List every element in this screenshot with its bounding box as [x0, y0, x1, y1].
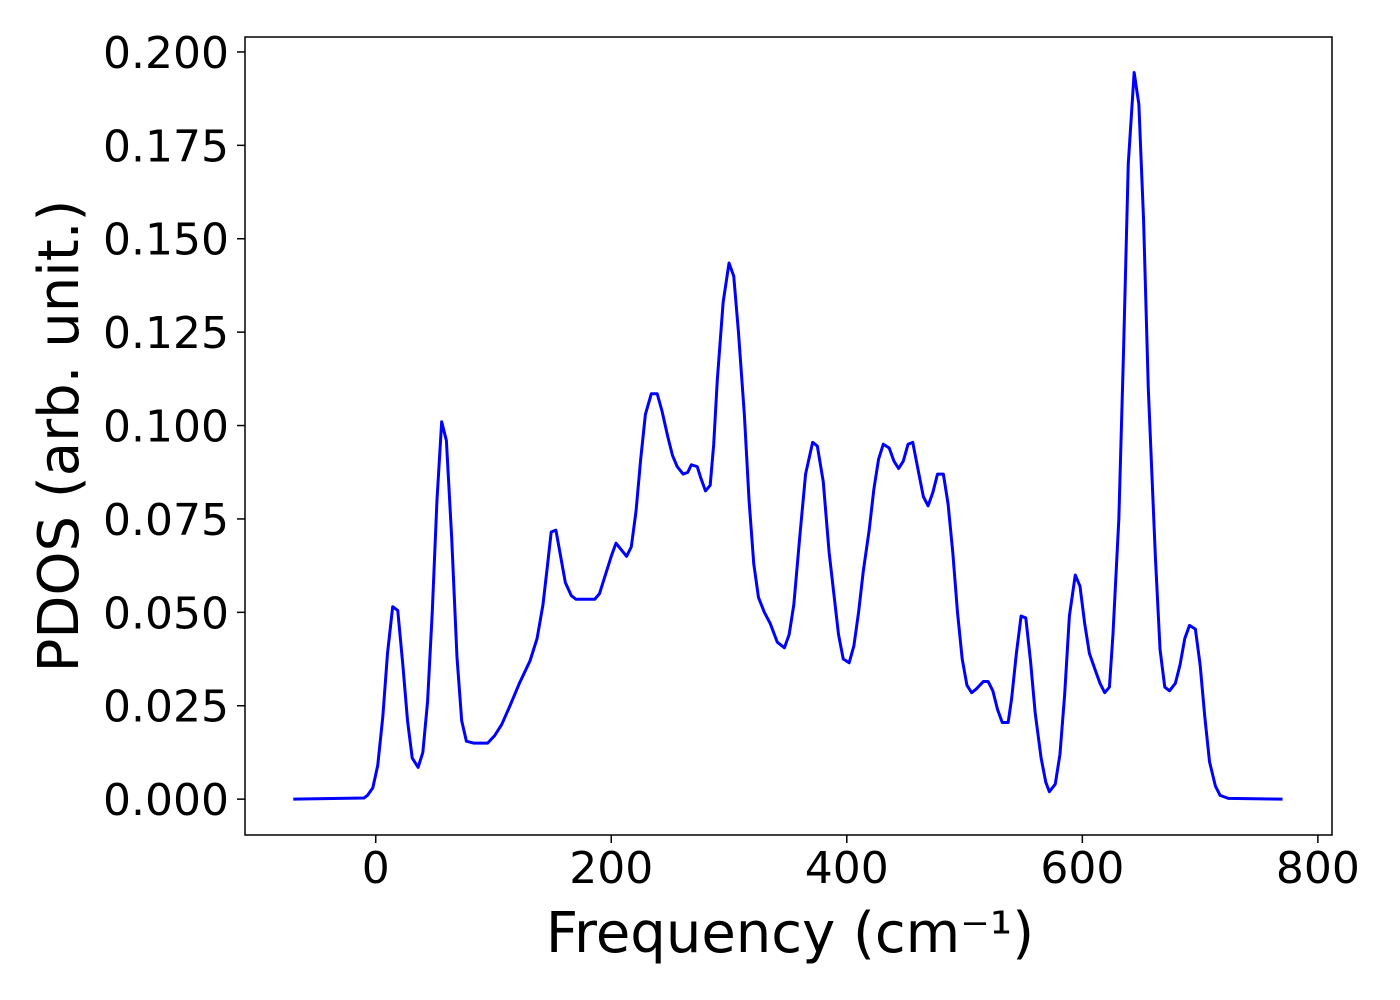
y-tick-label: 0.050: [103, 588, 229, 639]
x-tick-label: 400: [805, 843, 889, 894]
y-tick-label: 0.025: [103, 682, 229, 733]
x-tick-label: 800: [1276, 843, 1360, 894]
plot-frame: [244, 36, 1333, 836]
x-tick-label: 200: [569, 843, 653, 894]
line-series: [293, 70, 1283, 801]
y-tick-label: 0.150: [103, 215, 229, 266]
y-tick-label: 0.125: [103, 308, 229, 359]
y-tick-label: 0.200: [103, 28, 229, 79]
y-tick-label: 0.000: [103, 775, 229, 826]
x-axis-label: Frequency (cm⁻¹): [546, 901, 1034, 966]
y-tick-label: 0.100: [103, 402, 229, 453]
y-axis-label: PDOS (arb. unit.): [27, 200, 92, 673]
y-tick-label: 0.075: [103, 495, 229, 546]
y-tick-label: 0.175: [103, 121, 229, 172]
x-tick-label: 0: [362, 843, 390, 894]
x-tick-label: 600: [1040, 843, 1124, 894]
